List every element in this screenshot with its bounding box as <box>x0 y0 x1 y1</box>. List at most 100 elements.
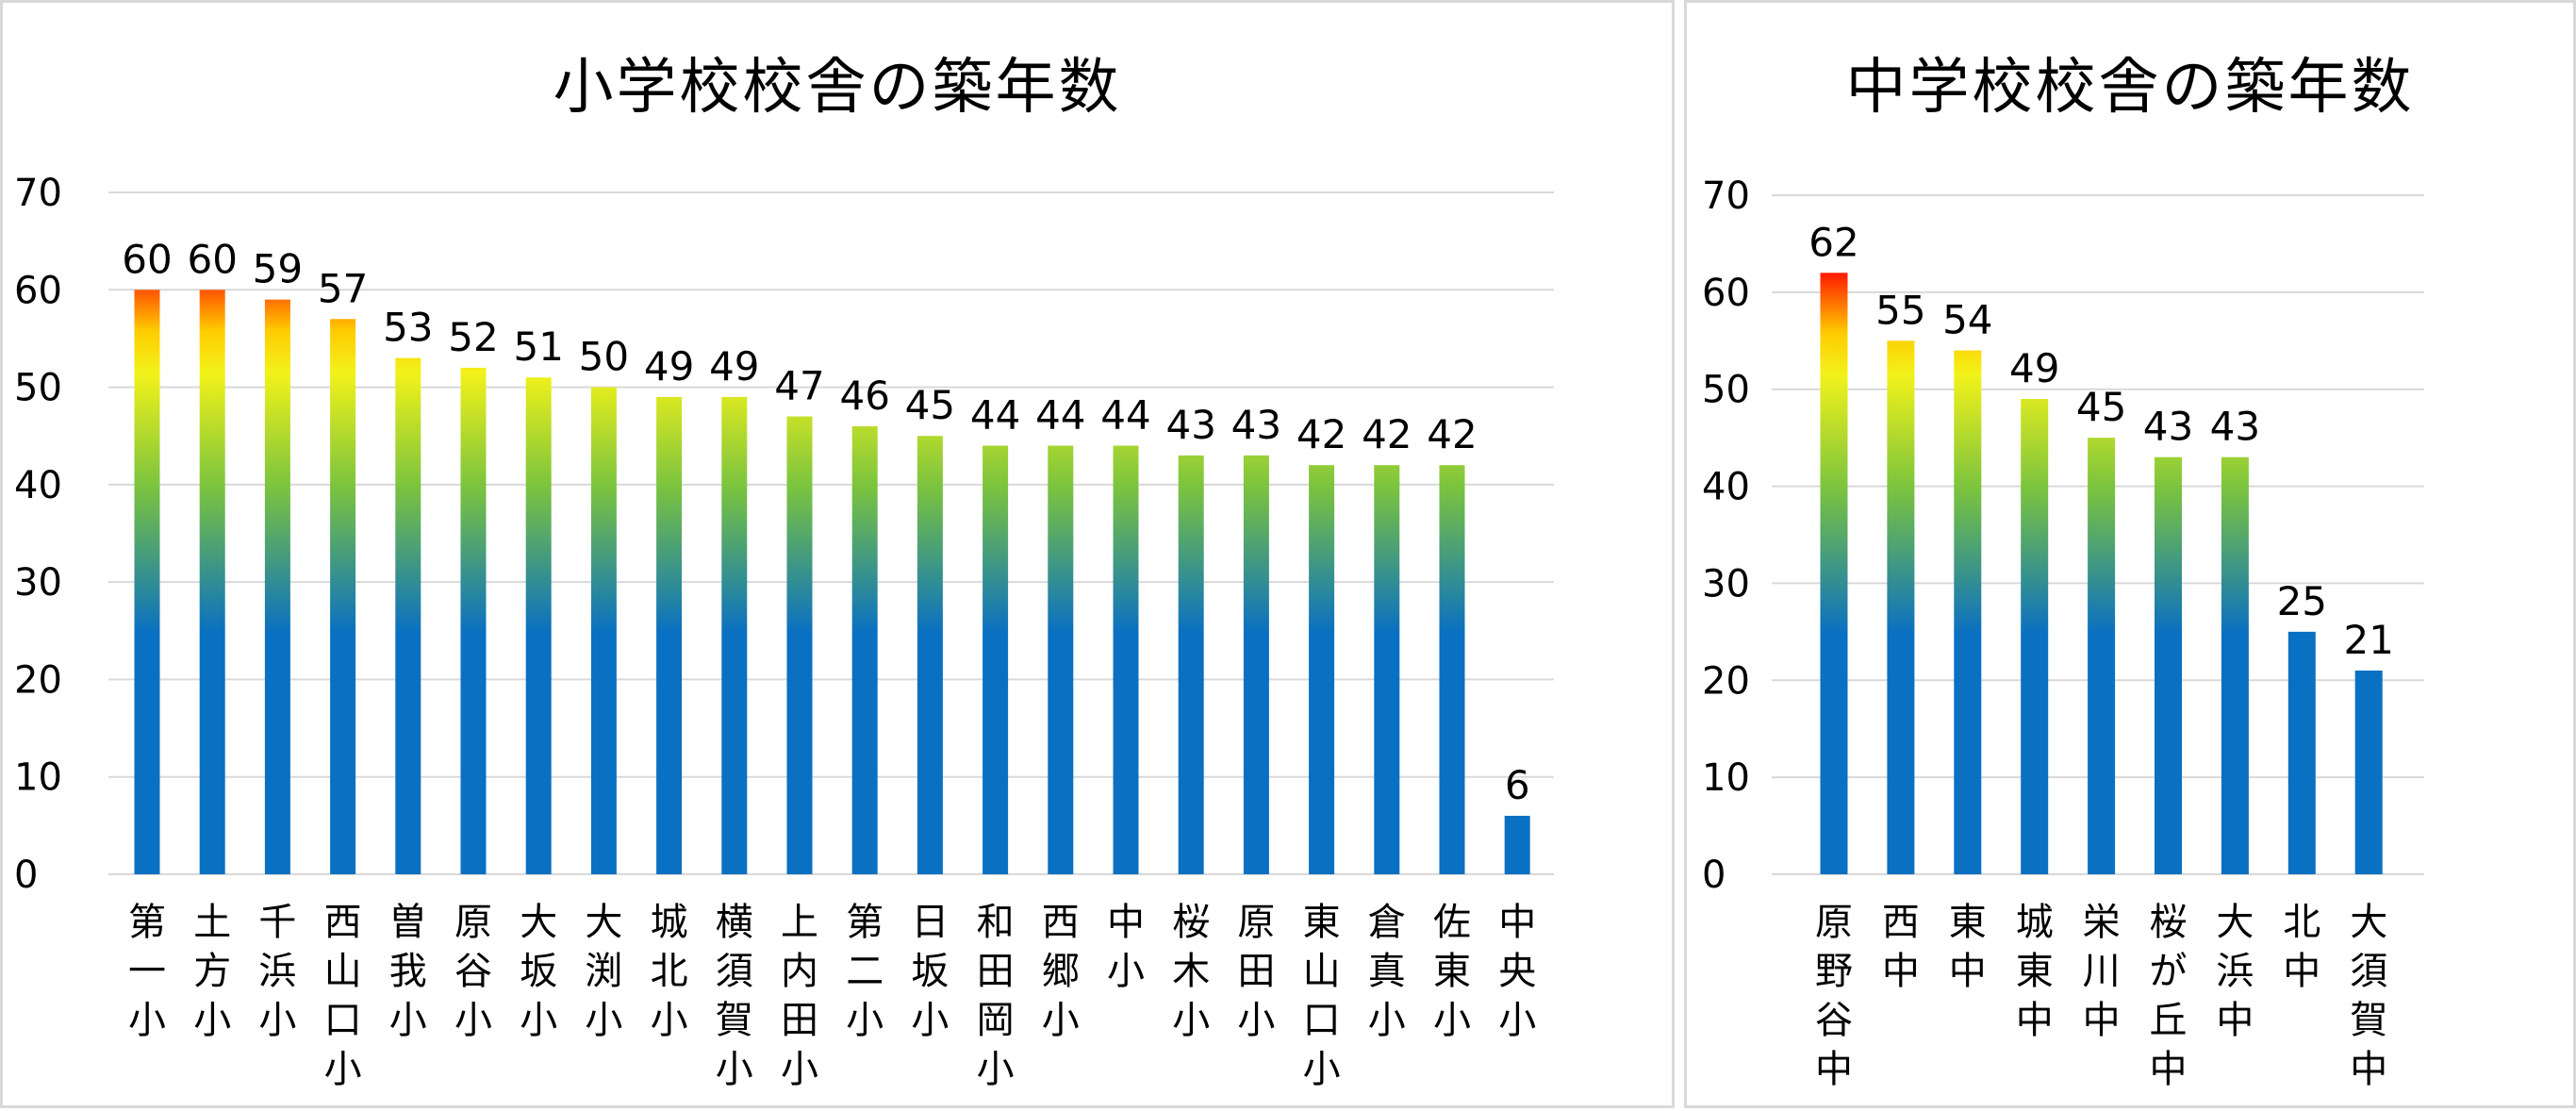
category-label: 横須賀小 <box>716 901 753 1091</box>
bar <box>525 377 552 874</box>
category-label: 和田岡小 <box>977 901 1015 1091</box>
y-tick-label: 0 <box>14 854 38 897</box>
category-label: 第一小 <box>128 901 166 1042</box>
category-label: 北中 <box>2283 901 2320 993</box>
category-label: 曽我小 <box>389 901 427 1042</box>
data-label: 42 <box>1362 411 1412 457</box>
data-label: 21 <box>2343 617 2393 663</box>
bar <box>786 416 813 874</box>
y-tick-label: 50 <box>14 367 62 410</box>
category-label: 上内田小 <box>781 901 818 1091</box>
bar <box>2021 399 2049 874</box>
data-label: 42 <box>1427 411 1477 457</box>
category-label: 佐東小 <box>1433 901 1471 1042</box>
category-label: 千浜小 <box>258 901 296 1042</box>
data-label: 43 <box>2210 404 2260 450</box>
data-label: 51 <box>513 323 563 370</box>
category-label: 日坂小 <box>911 901 949 1042</box>
category-label: 西中 <box>1882 901 1920 993</box>
data-label: 44 <box>1035 392 1085 439</box>
bar <box>1439 465 1465 874</box>
data-label: 47 <box>774 363 824 409</box>
data-label: 52 <box>448 314 498 360</box>
category-label: 土方小 <box>193 901 231 1042</box>
category-label: 大渕小 <box>585 901 622 1042</box>
data-label: 42 <box>1296 411 1346 457</box>
category-label: 原野谷中 <box>1815 901 1853 1091</box>
category-label: 倉真小 <box>1368 901 1406 1042</box>
y-tick-label: 70 <box>14 172 62 215</box>
y-tick-label: 20 <box>1702 659 1750 703</box>
data-label: 54 <box>1942 297 1992 343</box>
y-tick-label: 30 <box>14 561 62 605</box>
bar <box>2088 438 2116 874</box>
category-label: 城東中 <box>2016 901 2054 1042</box>
bar <box>656 396 683 874</box>
y-tick-label: 30 <box>1702 562 1750 605</box>
bar <box>1048 445 1074 874</box>
bar <box>1243 455 1269 874</box>
data-label: 25 <box>2277 578 2327 624</box>
category-label: 第二小 <box>846 901 883 1042</box>
y-tick-label: 0 <box>1702 854 1726 897</box>
bar <box>264 299 290 875</box>
elementary-bar-chart: 0 10 20 30 40 50 60 70 60 第一小 60 土方小 59 千浜小 57 西山口小 53 曽我… <box>14 172 1554 1091</box>
bar <box>2354 671 2383 874</box>
category-label: 桜が丘中 <box>2150 901 2188 1091</box>
data-label: 55 <box>1875 287 1925 333</box>
y-tick-label: 40 <box>1702 466 1750 509</box>
chart-title: 小学校校舎の築年数 <box>553 53 1122 123</box>
data-label: 60 <box>187 236 237 282</box>
bar <box>721 396 748 874</box>
bar <box>460 367 487 874</box>
category-label: 西山口小 <box>324 901 362 1091</box>
data-label: 6 <box>1505 762 1530 808</box>
bar <box>395 357 421 875</box>
category-label: 中央小 <box>1498 901 1536 1042</box>
bar <box>2155 456 2182 874</box>
data-label: 44 <box>1100 392 1150 439</box>
data-label: 43 <box>1165 402 1215 448</box>
data-label: 45 <box>905 382 955 428</box>
data-label: 59 <box>253 246 303 292</box>
data-label: 49 <box>709 343 759 390</box>
data-label: 44 <box>970 392 1020 439</box>
y-tick-label: 20 <box>14 658 62 702</box>
data-label: 49 <box>644 343 694 390</box>
data-label: 53 <box>383 305 433 351</box>
category-label: 東中 <box>1949 901 1987 993</box>
category-label: 桜木小 <box>1172 901 1210 1042</box>
bar <box>1178 455 1204 874</box>
category-label: 城北小 <box>651 901 688 1042</box>
y-tick-label: 70 <box>1702 174 1750 218</box>
y-tick-label: 10 <box>14 756 62 800</box>
y-tick-label: 60 <box>1702 272 1750 315</box>
category-label: 大浜中 <box>2216 901 2254 1042</box>
bar <box>134 290 160 874</box>
data-label: 43 <box>1231 402 1281 448</box>
y-tick-label: 40 <box>14 464 62 507</box>
bar <box>1820 273 1848 874</box>
bar <box>1309 465 1335 874</box>
bar <box>330 319 356 874</box>
bar <box>851 425 878 874</box>
bar <box>2287 631 2316 874</box>
junior-bar-chart: 0 10 20 30 40 50 60 70 62 原野谷中 55 西中 54 東中 49 城東中 45 栄川中 4… <box>1702 174 2424 1091</box>
bar <box>1504 816 1530 874</box>
data-label: 45 <box>2076 384 2126 430</box>
category-label: 原田小 <box>1237 901 1275 1042</box>
y-tick-label: 10 <box>1702 756 1750 800</box>
category-label: 大須賀中 <box>2350 901 2387 1091</box>
data-label: 49 <box>2009 345 2059 391</box>
y-tick-label: 60 <box>14 269 62 312</box>
elementary-chart-panel: 小学校校舎の築年数 0 10 20 30 40 50 60 70 60 第一小 60 土方小 59 千浜小… <box>0 0 1675 1108</box>
data-label: 57 <box>318 265 368 311</box>
data-label: 50 <box>579 334 629 380</box>
bar <box>2221 456 2249 874</box>
bar <box>1887 340 1915 874</box>
data-label: 46 <box>839 373 889 419</box>
bar <box>199 290 225 874</box>
data-label: 62 <box>1808 219 1858 265</box>
bar <box>1954 350 1982 875</box>
category-label: 大坂小 <box>520 901 557 1042</box>
